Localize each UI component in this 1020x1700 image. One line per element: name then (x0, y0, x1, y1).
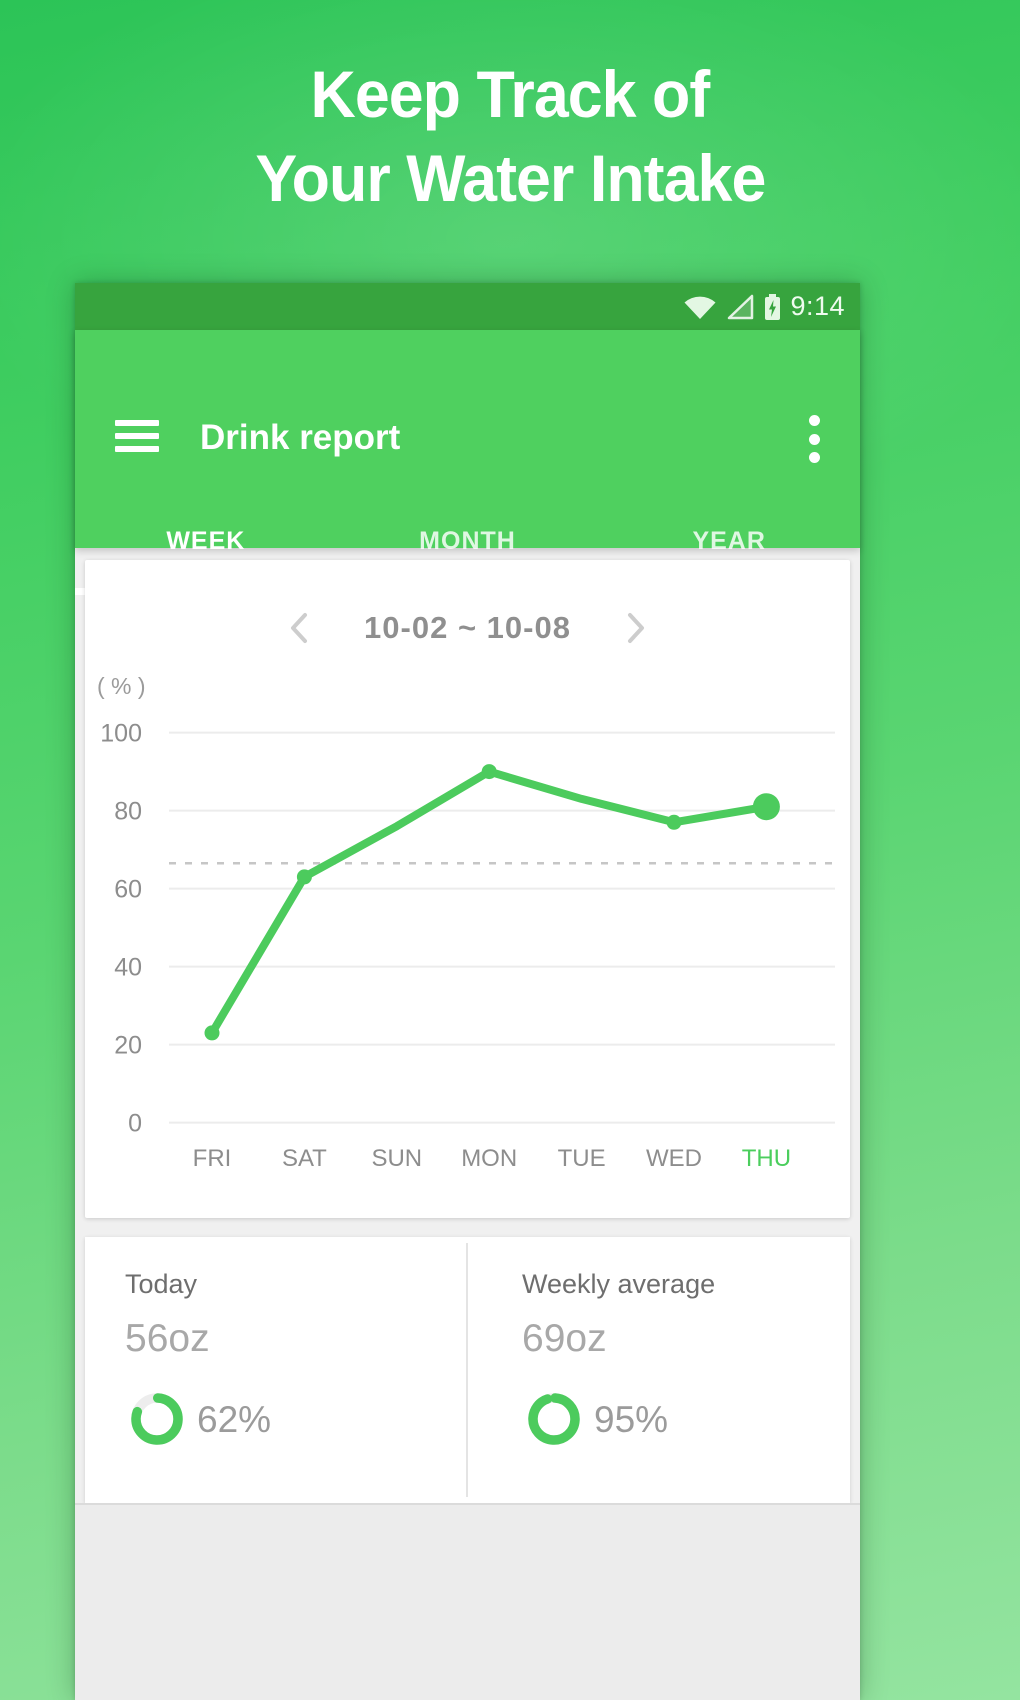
prev-week-button[interactable] (286, 611, 312, 645)
tab-year[interactable]: YEAR (692, 527, 766, 555)
chart-point-fri[interactable] (204, 1025, 220, 1041)
x-label-sat: SAT (282, 1145, 327, 1172)
weekly-average-amount: 69oz (522, 1317, 607, 1360)
y-tick-20: 20 (114, 1032, 142, 1060)
tab-week[interactable]: WEEK (166, 527, 246, 555)
app-title: Drink report (200, 418, 401, 457)
status-bar: 9:14 (75, 283, 860, 330)
footer-area (75, 1503, 860, 1700)
hero-title-line2: Your Water Intake (255, 141, 766, 215)
x-label-sun: SUN (371, 1145, 422, 1172)
tab-month[interactable]: MONTH (419, 527, 516, 555)
chart-point-wed[interactable] (666, 814, 682, 830)
weekly-average-progress-ring (524, 1389, 584, 1449)
app-bar: Drink report WEEK MONTH YEAR (75, 330, 860, 595)
menu-icon[interactable] (115, 419, 159, 455)
y-axis-unit-label: ( % ) (97, 673, 146, 699)
today-progress-ring (127, 1389, 187, 1449)
weekly-average-percent: 95% (594, 1399, 669, 1440)
status-time: 9:14 (790, 291, 845, 321)
next-week-button[interactable] (623, 611, 649, 645)
drink-report-chart: ( % ) 100 80 60 40 20 0 FRI SAT SUN MON TUE WED THU (97, 673, 835, 1172)
battery-charging-icon (765, 293, 781, 320)
cell-signal-icon (728, 294, 754, 319)
x-label-fri: FRI (193, 1145, 232, 1172)
chevron-left-icon (291, 613, 308, 643)
date-nav: 10-02 ~ 10-08 (85, 600, 850, 656)
phone-mockup: 9:14 Drink report WEEK MONTH YEAR ( % ) 1… (75, 283, 860, 1700)
x-label-tue: TUE (558, 1145, 606, 1172)
hero-title-line1: Keep Track of (310, 57, 711, 131)
y-tick-40: 40 (114, 954, 142, 982)
summary-row: Today 56oz 62% Weekly average 69oz 95% (85, 1237, 850, 1503)
today-label: Today (125, 1269, 198, 1299)
chart-point-thu[interactable] (752, 793, 780, 821)
date-range-label: 10-02 ~ 10-08 (364, 610, 571, 645)
y-tick-100: 100 (100, 720, 142, 748)
x-label-wed: WED (646, 1145, 702, 1172)
tab-bar: WEEK MONTH YEAR (75, 508, 860, 574)
summary-divider (466, 1243, 468, 1497)
x-label-thu: THU (742, 1145, 791, 1172)
y-tick-80: 80 (114, 798, 142, 826)
wifi-icon (684, 296, 716, 319)
x-label-mon: MON (461, 1145, 517, 1172)
chart-point-mon[interactable] (481, 764, 497, 780)
chart-card: ( % ) 100 80 60 40 20 0 FRI SAT SUN MON TUE WED THU 1… (85, 560, 850, 1218)
y-tick-60: 60 (114, 876, 142, 904)
overflow-menu-icon[interactable] (803, 415, 825, 463)
today-amount: 56oz (125, 1317, 210, 1360)
hero-title: Keep Track of Your Water Intake (0, 52, 1020, 220)
chart-point-sat[interactable] (296, 869, 312, 885)
chevron-right-icon (627, 613, 644, 643)
y-tick-0: 0 (128, 1110, 142, 1138)
weekly-average-label: Weekly average (522, 1269, 716, 1299)
today-percent: 62% (197, 1399, 272, 1440)
